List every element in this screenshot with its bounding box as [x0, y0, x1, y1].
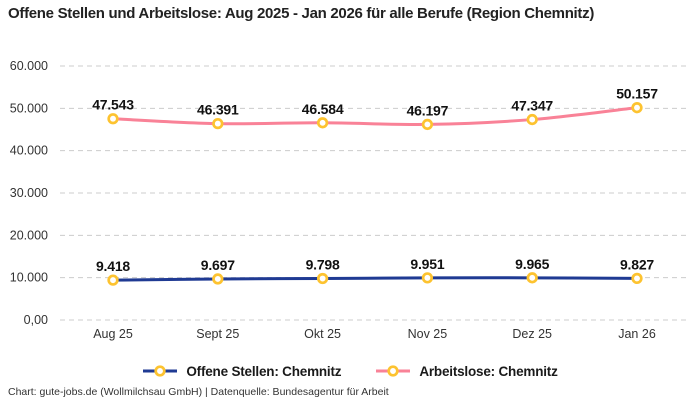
data-point-label: 47.543: [92, 97, 134, 113]
y-axis-tick-label: 0,00: [24, 313, 48, 327]
x-axis-tick-label: Jan 26: [618, 327, 656, 341]
series-line-arbeitslose: [111, 106, 639, 127]
data-point-label: 9.697: [201, 257, 235, 273]
data-point-marker[interactable]: [107, 274, 119, 286]
chart-footer: Chart: gute-jobs.de (Wollmilchsau GmbH) …: [8, 386, 389, 398]
x-axis-tick-label: Dez 25: [512, 327, 552, 341]
data-point-marker[interactable]: [316, 117, 329, 129]
legend-line-marker-icon: [143, 365, 178, 377]
legend: Offene Stellen: Chemnitz Arbeitslose: Che…: [0, 361, 700, 381]
data-point-marker[interactable]: [212, 117, 224, 130]
data-point-marker[interactable]: [212, 273, 224, 285]
data-point-label: 46.197: [407, 102, 449, 118]
y-axis-tick-label: 40.000: [10, 144, 48, 158]
data-point-label: 50.157: [616, 86, 658, 102]
data-point-marker[interactable]: [526, 113, 538, 126]
chart-title: Offene Stellen und Arbeitslose: Aug 2025…: [8, 5, 595, 22]
data-point-marker[interactable]: [421, 118, 434, 131]
data-point-label: 9.418: [96, 258, 130, 274]
x-axis-tick-label: Sept 25: [196, 327, 239, 341]
data-point-marker[interactable]: [421, 272, 434, 284]
data-point-label: 9.951: [410, 256, 444, 272]
y-axis-tick-label: 50.000: [10, 101, 48, 115]
y-axis-tick-label: 60.000: [10, 59, 48, 73]
data-point-marker[interactable]: [316, 272, 329, 285]
y-axis-tick-label: 10.000: [10, 271, 48, 285]
data-point-marker[interactable]: [631, 272, 643, 285]
data-point-label: 9.827: [620, 256, 654, 272]
legend-item-arbeitslose[interactable]: Arbeitslose: Chemnitz: [375, 363, 558, 379]
data-point-label: 46.584: [302, 101, 344, 117]
data-point-marker[interactable]: [631, 102, 643, 114]
series-line-offene_stellen: [111, 276, 639, 282]
data-point-label: 46.391: [197, 102, 239, 118]
data-point-marker[interactable]: [107, 113, 119, 125]
data-point-label: 47.347: [511, 98, 553, 114]
y-axis-tick-label: 30.000: [10, 186, 48, 200]
legend-item-offene_stellen[interactable]: Offene Stellen: Chemnitz: [142, 363, 342, 379]
x-axis-tick-label: Nov 25: [408, 327, 448, 341]
legend-line-marker-icon: [376, 365, 411, 377]
legend-label: Arbeitslose: Chemnitz: [419, 363, 558, 379]
data-point-label: 9.798: [306, 257, 340, 273]
data-point-marker[interactable]: [526, 272, 538, 284]
x-axis-tick-label: Okt 25: [304, 327, 341, 341]
x-axis-tick-label: Aug 25: [93, 327, 133, 341]
y-axis-tick-label: 20.000: [10, 228, 48, 242]
legend-label: Offene Stellen: Chemnitz: [186, 363, 342, 379]
data-point-label: 9.965: [515, 256, 549, 272]
